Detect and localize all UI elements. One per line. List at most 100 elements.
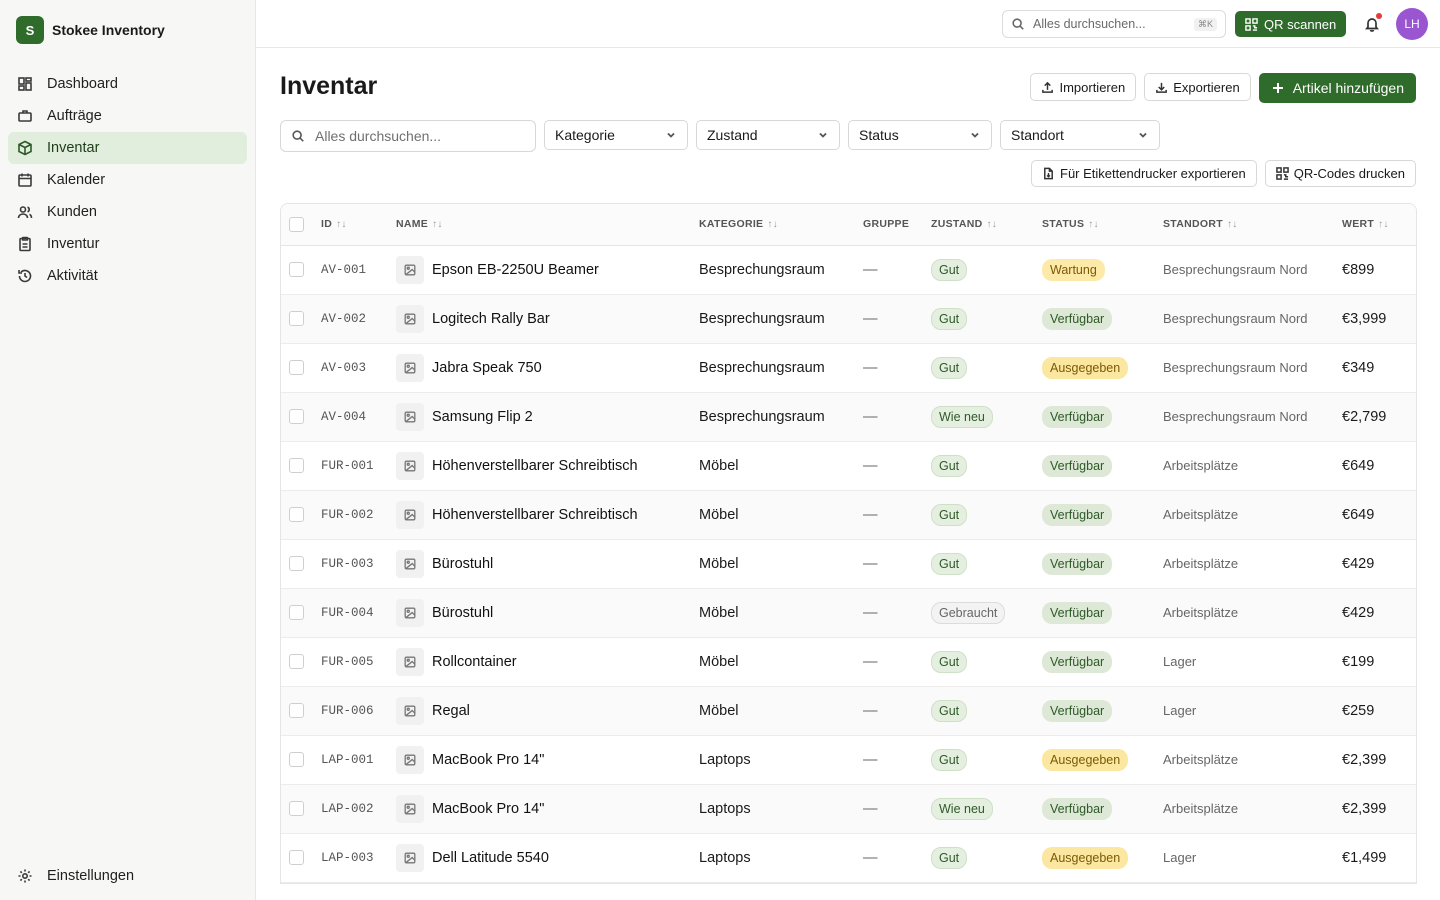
item-group: —: [863, 359, 878, 376]
inventory-search[interactable]: [280, 120, 536, 152]
chevron-down-icon: [1139, 132, 1147, 138]
item-name-wrap: Höhenverstellbarer Schreibtisch: [396, 500, 699, 529]
column-header-label: GRUPPE: [863, 218, 910, 231]
qr-scan-label: QR scannen: [1264, 16, 1337, 32]
table-row[interactable]: LAP-001 MacBook Pro 14" Laptops — Gut Ausgege…: [281, 735, 1416, 784]
item-name-cell[interactable]: Rollcontainer: [396, 637, 699, 686]
row-checkbox[interactable]: [289, 360, 304, 376]
import-label: Importieren: [1059, 79, 1126, 95]
image-placeholder-icon: [396, 745, 424, 774]
select-all-checkbox[interactable]: [289, 216, 304, 232]
add-item-button[interactable]: Artikel hinzufügen: [1258, 73, 1416, 103]
item-name-cell[interactable]: Jabra Speak 750: [396, 343, 699, 392]
sidebar-item-aktivitaet[interactable]: Aktivität: [8, 260, 247, 292]
item-status-cell: Ausgegeben: [1042, 343, 1163, 392]
avatar[interactable]: LH: [1396, 8, 1428, 40]
import-button[interactable]: Importieren: [1030, 73, 1137, 101]
table-row[interactable]: FUR-005 Rollcontainer Möbel — Gut Verfügbar La…: [281, 637, 1416, 686]
upload-icon: [1042, 81, 1054, 93]
item-name: Rollcontainer: [432, 653, 517, 670]
item-name-cell[interactable]: Dell Latitude 5540: [396, 833, 699, 882]
image-placeholder-icon: [396, 402, 424, 431]
inventory-search-input[interactable]: [315, 128, 515, 144]
item-name-cell[interactable]: Samsung Flip 2: [396, 392, 699, 441]
item-name-cell[interactable]: Epson EB-2250U Beamer: [396, 245, 699, 294]
column-header-id[interactable]: ID ↑↓: [321, 204, 396, 246]
row-checkbox[interactable]: [289, 654, 304, 670]
item-name-cell[interactable]: Höhenverstellbarer Schreibtisch: [396, 490, 699, 539]
column-header-label: NAME: [396, 218, 429, 231]
qr-scan-button[interactable]: QR scannen: [1235, 11, 1347, 37]
column-header-status[interactable]: STATUS ↑↓: [1042, 204, 1163, 246]
table-row[interactable]: FUR-003 Bürostuhl Möbel — Gut Verfügbar Arbeit…: [281, 539, 1416, 588]
row-checkbox[interactable]: [289, 458, 304, 474]
sidebar-item-kunden[interactable]: Kunden: [8, 196, 247, 228]
column-header-location[interactable]: STANDORT ↑↓: [1163, 204, 1342, 246]
row-checkbox[interactable]: [289, 262, 304, 278]
column-header-name[interactable]: NAME ↑↓: [396, 204, 699, 246]
sidebar-item-einstellungen[interactable]: Einstellungen: [8, 860, 247, 892]
item-name-cell[interactable]: MacBook Pro 14": [396, 735, 699, 784]
status-badge: Verfügbar: [1042, 650, 1113, 673]
row-checkbox[interactable]: [289, 703, 304, 719]
status-badge: Verfügbar: [1042, 503, 1113, 526]
row-checkbox[interactable]: [289, 605, 304, 621]
row-checkbox[interactable]: [289, 850, 304, 866]
sort-icon: ↑↓: [1226, 219, 1238, 231]
row-checkbox[interactable]: [289, 409, 304, 425]
item-name-cell[interactable]: Logitech Rally Bar: [396, 294, 699, 343]
table-row[interactable]: LAP-002 MacBook Pro 14" Laptops — Wie neu Ver…: [281, 784, 1416, 833]
table-row[interactable]: FUR-001 Höhenverstellbarer Schreibtisch Mö…: [281, 441, 1416, 490]
item-group: —: [863, 310, 878, 327]
export-button[interactable]: Exportieren: [1144, 73, 1251, 101]
column-header-category[interactable]: KATEGORIE ↑↓: [699, 204, 863, 246]
location-filter[interactable]: Standort: [1000, 120, 1160, 150]
item-name-cell[interactable]: Regal: [396, 686, 699, 735]
table-row[interactable]: AV-004 Samsung Flip 2 Besprechungsraum — Wie…: [281, 392, 1416, 441]
table-row[interactable]: AV-003 Jabra Speak 750 Besprechungsraum — Gu…: [281, 343, 1416, 392]
row-checkbox[interactable]: [289, 752, 304, 768]
item-value: €349: [1342, 359, 1375, 376]
image-placeholder-icon: [396, 549, 424, 578]
condition-badge: Wie neu: [931, 405, 993, 428]
table-row[interactable]: AV-001 Epson EB-2250U Beamer Besprechungsr…: [281, 245, 1416, 294]
condition-filter[interactable]: Zustand: [696, 120, 840, 150]
item-name-cell[interactable]: MacBook Pro 14": [396, 784, 699, 833]
table-row[interactable]: FUR-004 Bürostuhl Möbel — Gebraucht Verfügbar…: [281, 588, 1416, 637]
item-value: €259: [1342, 702, 1375, 719]
item-value: €649: [1342, 457, 1375, 474]
column-header-value[interactable]: WERT ↑↓: [1342, 204, 1416, 246]
row-checkbox[interactable]: [289, 801, 304, 817]
item-value: €2,399: [1342, 800, 1387, 817]
table-row[interactable]: LAP-003 Dell Latitude 5540 Laptops — Gut Ausg…: [281, 833, 1416, 882]
item-name: Höhenverstellbarer Schreibtisch: [432, 506, 638, 523]
global-search[interactable]: Alles durchsuchen... ⌘K: [1002, 10, 1226, 38]
row-checkbox[interactable]: [289, 507, 304, 523]
sidebar-item-inventur[interactable]: Inventur: [8, 228, 247, 260]
sort-icon: ↑↓: [986, 219, 998, 231]
category-filter[interactable]: Kategorie: [544, 120, 688, 150]
sidebar-item-kalender[interactable]: Kalender: [8, 164, 247, 196]
item-group: —: [863, 751, 878, 768]
print-qr-codes-button[interactable]: QR-Codes drucken: [1264, 160, 1416, 187]
item-name-cell[interactable]: Höhenverstellbarer Schreibtisch: [396, 441, 699, 490]
item-location: Lager: [1163, 850, 1197, 865]
item-name-cell[interactable]: Bürostuhl: [396, 588, 699, 637]
item-value: €429: [1342, 555, 1375, 572]
status-filter[interactable]: Status: [848, 120, 992, 150]
brand[interactable]: S Stokee Inventory: [0, 0, 255, 60]
inventory-table: ID ↑↓ NAME ↑↓ KATEGORIE ↑↓ GRUPPE ZUSTAND ↑↓…: [280, 203, 1417, 884]
table-row[interactable]: FUR-002 Höhenverstellbarer Schreibtisch Mö…: [281, 490, 1416, 539]
notifications-button[interactable]: [1362, 13, 1382, 35]
sidebar-item-auftraege[interactable]: Aufträge: [8, 100, 247, 132]
column-header-condition[interactable]: ZUSTAND ↑↓: [931, 204, 1042, 246]
item-location: Arbeitsplätze: [1163, 507, 1239, 522]
sidebar-item-dashboard[interactable]: Dashboard: [8, 68, 247, 100]
label-printer-export-button[interactable]: Für Etikettendrucker exportieren: [1031, 160, 1257, 187]
table-row[interactable]: AV-002 Logitech Rally Bar Besprechungsraum…: [281, 294, 1416, 343]
row-checkbox[interactable]: [289, 556, 304, 572]
sidebar-item-inventar[interactable]: Inventar: [8, 132, 247, 164]
table-row[interactable]: FUR-006 Regal Möbel — Gut Verfügbar Lager €259: [281, 686, 1416, 735]
row-checkbox[interactable]: [289, 311, 304, 327]
item-name-cell[interactable]: Bürostuhl: [396, 539, 699, 588]
